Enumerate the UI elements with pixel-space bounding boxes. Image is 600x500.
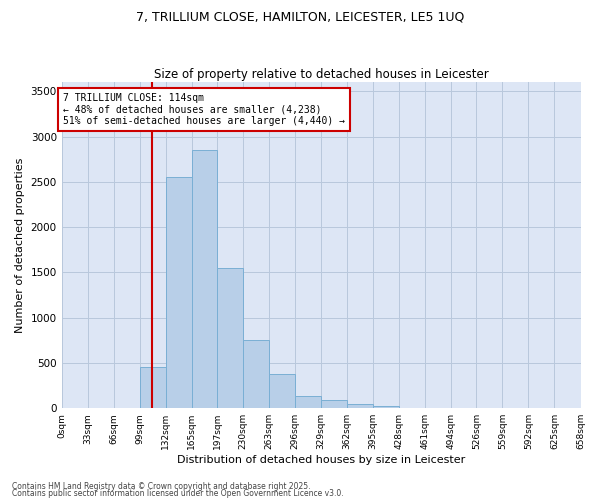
Bar — [192, 150, 217, 408]
Bar — [347, 404, 373, 408]
Text: 7 TRILLIUM CLOSE: 114sqm
← 48% of detached houses are smaller (4,238)
51% of sem: 7 TRILLIUM CLOSE: 114sqm ← 48% of detach… — [63, 93, 345, 126]
Bar — [217, 268, 243, 408]
Bar — [295, 396, 321, 408]
Bar — [321, 400, 347, 408]
Y-axis label: Number of detached properties: Number of detached properties — [15, 158, 25, 333]
Text: 7, TRILLIUM CLOSE, HAMILTON, LEICESTER, LE5 1UQ: 7, TRILLIUM CLOSE, HAMILTON, LEICESTER, … — [136, 10, 464, 23]
Title: Size of property relative to detached houses in Leicester: Size of property relative to detached ho… — [154, 68, 488, 81]
Text: Contains HM Land Registry data © Crown copyright and database right 2025.: Contains HM Land Registry data © Crown c… — [12, 482, 311, 491]
Bar — [373, 406, 399, 408]
X-axis label: Distribution of detached houses by size in Leicester: Distribution of detached houses by size … — [177, 455, 465, 465]
Bar — [166, 178, 192, 408]
Bar — [243, 340, 269, 408]
Text: Contains public sector information licensed under the Open Government Licence v3: Contains public sector information licen… — [12, 489, 344, 498]
Bar — [140, 368, 166, 408]
Bar — [269, 374, 295, 408]
